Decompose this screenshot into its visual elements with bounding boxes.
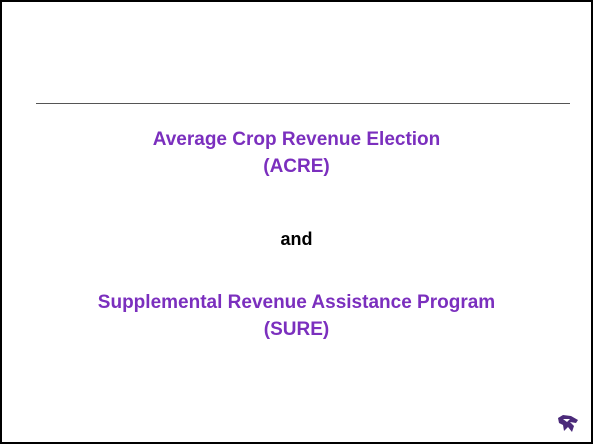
title-line: Average Crop Revenue Election: [152, 129, 441, 150]
subtitle-line: Supplemental Revenue Assistance Program: [97, 292, 496, 313]
conjunction: and: [280, 229, 313, 249]
subtitle-line: (SURE): [263, 319, 330, 340]
divider-line: [36, 103, 570, 104]
title-line: (ACRE): [263, 156, 330, 177]
logo: [558, 415, 578, 432]
